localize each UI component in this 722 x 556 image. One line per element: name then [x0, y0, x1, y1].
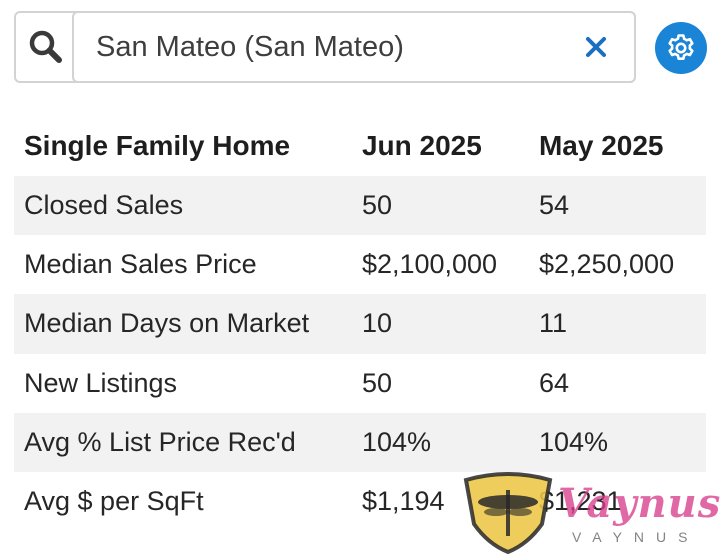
row-label: Median Days on Market: [14, 294, 352, 354]
row-current-value: $2,100,000: [361, 249, 498, 280]
gear-icon: [668, 34, 694, 60]
row-current-value: 10: [351, 294, 529, 354]
table-row: Avg % List Price Rec'd 104% 104%: [14, 412, 706, 472]
table-row: New Listings 50 64: [14, 354, 706, 413]
watermark-small-text: VAYNUS: [572, 529, 700, 545]
row-previous-value: 104%: [528, 412, 706, 472]
row-current-value: 104%: [351, 412, 529, 472]
column-header-previous-month: May 2025: [538, 130, 664, 161]
row-label: Closed Sales: [14, 176, 352, 236]
search-bar: San Mateo (San Mateo): [14, 11, 636, 83]
table-header-row: Single Family Home Jun 2025 May 2025: [14, 116, 706, 176]
clear-search-button[interactable]: [580, 31, 612, 63]
search-input-value: San Mateo (San Mateo): [96, 31, 404, 63]
row-previous-value: 64: [538, 367, 569, 398]
row-previous-value: 11: [528, 294, 706, 354]
row-label: Avg $ per SqFt: [24, 486, 204, 517]
search-input[interactable]: San Mateo (San Mateo): [72, 11, 636, 83]
row-previous-value: 54: [528, 176, 706, 236]
table-row: Avg $ per SqFt $1,194 $1,231: [14, 472, 706, 531]
close-icon: [586, 37, 606, 57]
settings-button[interactable]: [655, 22, 707, 74]
row-current-value: 50: [351, 176, 529, 236]
table-row: Median Days on Market 10 11: [14, 294, 706, 354]
market-stats-table: Single Family Home Jun 2025 May 2025 Clo…: [14, 116, 706, 531]
table-row: Closed Sales 50 54: [14, 176, 706, 236]
row-current-value: 50: [361, 367, 392, 398]
row-label: Median Sales Price: [24, 249, 257, 280]
row-label: Avg % List Price Rec'd: [14, 412, 352, 472]
column-header-property-type: Single Family Home: [24, 130, 291, 161]
row-current-value: $1,194: [361, 486, 445, 517]
row-label: New Listings: [24, 367, 178, 398]
row-previous-value: $2,250,000: [538, 249, 675, 280]
column-header-current-month: Jun 2025: [361, 130, 482, 161]
search-icon[interactable]: [16, 13, 76, 81]
table-row: Median Sales Price $2,100,000 $2,250,000: [14, 235, 706, 294]
row-previous-value: $1,231: [538, 486, 622, 517]
